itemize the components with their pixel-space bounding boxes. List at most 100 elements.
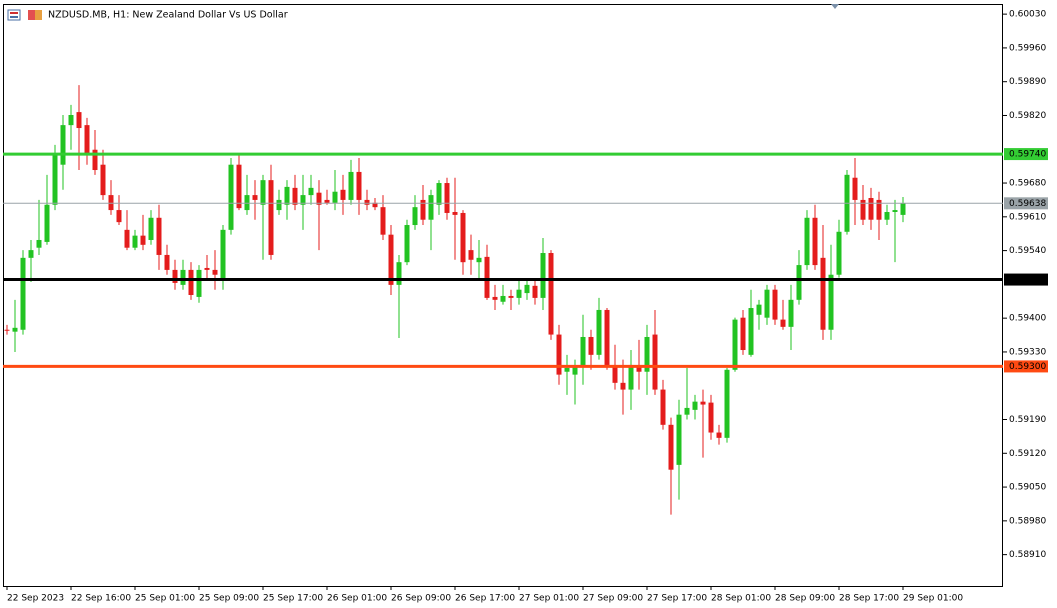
candle-body	[636, 366, 642, 372]
candle-body	[316, 192, 322, 205]
candle-body	[4, 329, 10, 331]
candle-body	[476, 257, 482, 263]
candle-body	[44, 204, 50, 242]
level-tag	[1004, 360, 1048, 373]
candle-body	[492, 296, 498, 300]
x-tick-label: 28 Sep 09:00	[775, 594, 835, 604]
candle-body	[572, 365, 578, 375]
candle-body	[836, 231, 842, 275]
candle-body	[460, 212, 466, 263]
candle-body	[420, 199, 426, 220]
candle-body	[276, 199, 282, 211]
candle-body	[156, 217, 162, 255]
y-tick-label: 0.58980	[1009, 516, 1046, 526]
y-tick-label: 0.59330	[1009, 347, 1046, 357]
y-tick-label: 0.59400	[1009, 314, 1046, 324]
candle-body	[292, 187, 298, 205]
candle-body	[612, 364, 618, 383]
candle-body	[748, 308, 754, 355]
x-tick-label: 25 Sep 01:00	[135, 594, 195, 604]
candle-body	[412, 207, 418, 226]
icon	[7, 9, 21, 21]
candle-body	[868, 198, 874, 220]
candle-body	[500, 295, 506, 302]
header-icons	[7, 9, 42, 21]
candle-body	[812, 217, 818, 266]
candle-body	[588, 336, 594, 355]
candle-body	[540, 253, 546, 298]
level-label: 0.59480	[1009, 275, 1046, 285]
level-lines: 0.59638 0.59740 0.59480 0.59300	[3, 148, 1048, 373]
x-tick-label: 25 Sep 17:00	[263, 594, 323, 604]
candle-body	[364, 199, 370, 205]
candle-body	[260, 180, 266, 205]
candle-body	[428, 195, 434, 220]
candle-body	[164, 254, 170, 270]
candle-body	[436, 183, 442, 205]
candle-body	[644, 336, 650, 372]
candle-body	[516, 289, 522, 298]
candle-body	[404, 225, 410, 263]
candle-body	[124, 229, 130, 248]
y-tick-label: 0.59610	[1009, 212, 1046, 222]
x-tick-label: 25 Sep 09:00	[199, 594, 259, 604]
candle-body	[84, 125, 90, 156]
level-tag	[1004, 273, 1048, 286]
candle-body	[764, 289, 770, 318]
candle-body	[132, 235, 138, 248]
candle-body	[876, 199, 882, 220]
candle-body	[900, 203, 906, 215]
candle-body	[676, 414, 682, 465]
candle-body	[796, 265, 802, 300]
x-tick-label: 27 Sep 09:00	[583, 594, 643, 604]
candle-body	[692, 401, 698, 410]
candle-body	[332, 191, 338, 203]
y-tick-label: 0.59960	[1009, 43, 1046, 53]
x-tick-label: 28 Sep 01:00	[711, 594, 771, 604]
y-tick-label: 0.59820	[1009, 111, 1046, 121]
candle-body	[172, 269, 178, 283]
candle-body	[660, 389, 666, 425]
candle-body	[724, 369, 730, 438]
candle-body	[820, 257, 826, 330]
candle-body	[884, 211, 890, 220]
y-tick-label: 0.59050	[1009, 483, 1046, 493]
candle-body	[356, 171, 362, 200]
candle-body	[396, 262, 402, 285]
x-tick-label: 26 Sep 01:00	[327, 594, 387, 604]
candle-body	[76, 112, 82, 129]
candle-body	[220, 229, 226, 281]
y-tick-label: 0.60030	[1009, 10, 1046, 20]
candle-body	[756, 304, 762, 315]
candle-body	[596, 309, 602, 355]
x-tick-label: 26 Sep 17:00	[455, 594, 515, 604]
candle-body	[548, 253, 554, 335]
shift-marker	[831, 4, 839, 9]
candle-body	[388, 234, 394, 285]
candle-body	[452, 211, 458, 215]
candle-body	[228, 164, 234, 230]
x-tick-label: 27 Sep 01:00	[519, 594, 579, 604]
candle-body	[732, 319, 738, 370]
y-tick-label: 0.59540	[1009, 246, 1046, 256]
x-tick-label: 22 Sep 16:00	[71, 594, 131, 604]
candle-body	[652, 334, 658, 390]
candle-body	[668, 424, 674, 470]
candle-body	[236, 164, 242, 209]
y-tick-label: 0.58910	[1009, 550, 1046, 560]
candle-body	[524, 284, 530, 294]
candle-body	[772, 289, 778, 320]
candle-body	[28, 250, 34, 258]
y-tick-label: 0.59190	[1009, 415, 1046, 425]
candle-body	[284, 186, 290, 205]
icon	[28, 10, 35, 20]
candle-body	[740, 317, 746, 351]
x-tick-label: 22 Sep 2023	[7, 594, 64, 604]
candle-body	[716, 432, 722, 438]
candle-body	[684, 407, 690, 415]
y-tick-label: 0.59120	[1009, 449, 1046, 459]
level-label: 0.59740	[1009, 150, 1046, 160]
x-tick-label: 29 Sep 01:00	[903, 594, 963, 604]
